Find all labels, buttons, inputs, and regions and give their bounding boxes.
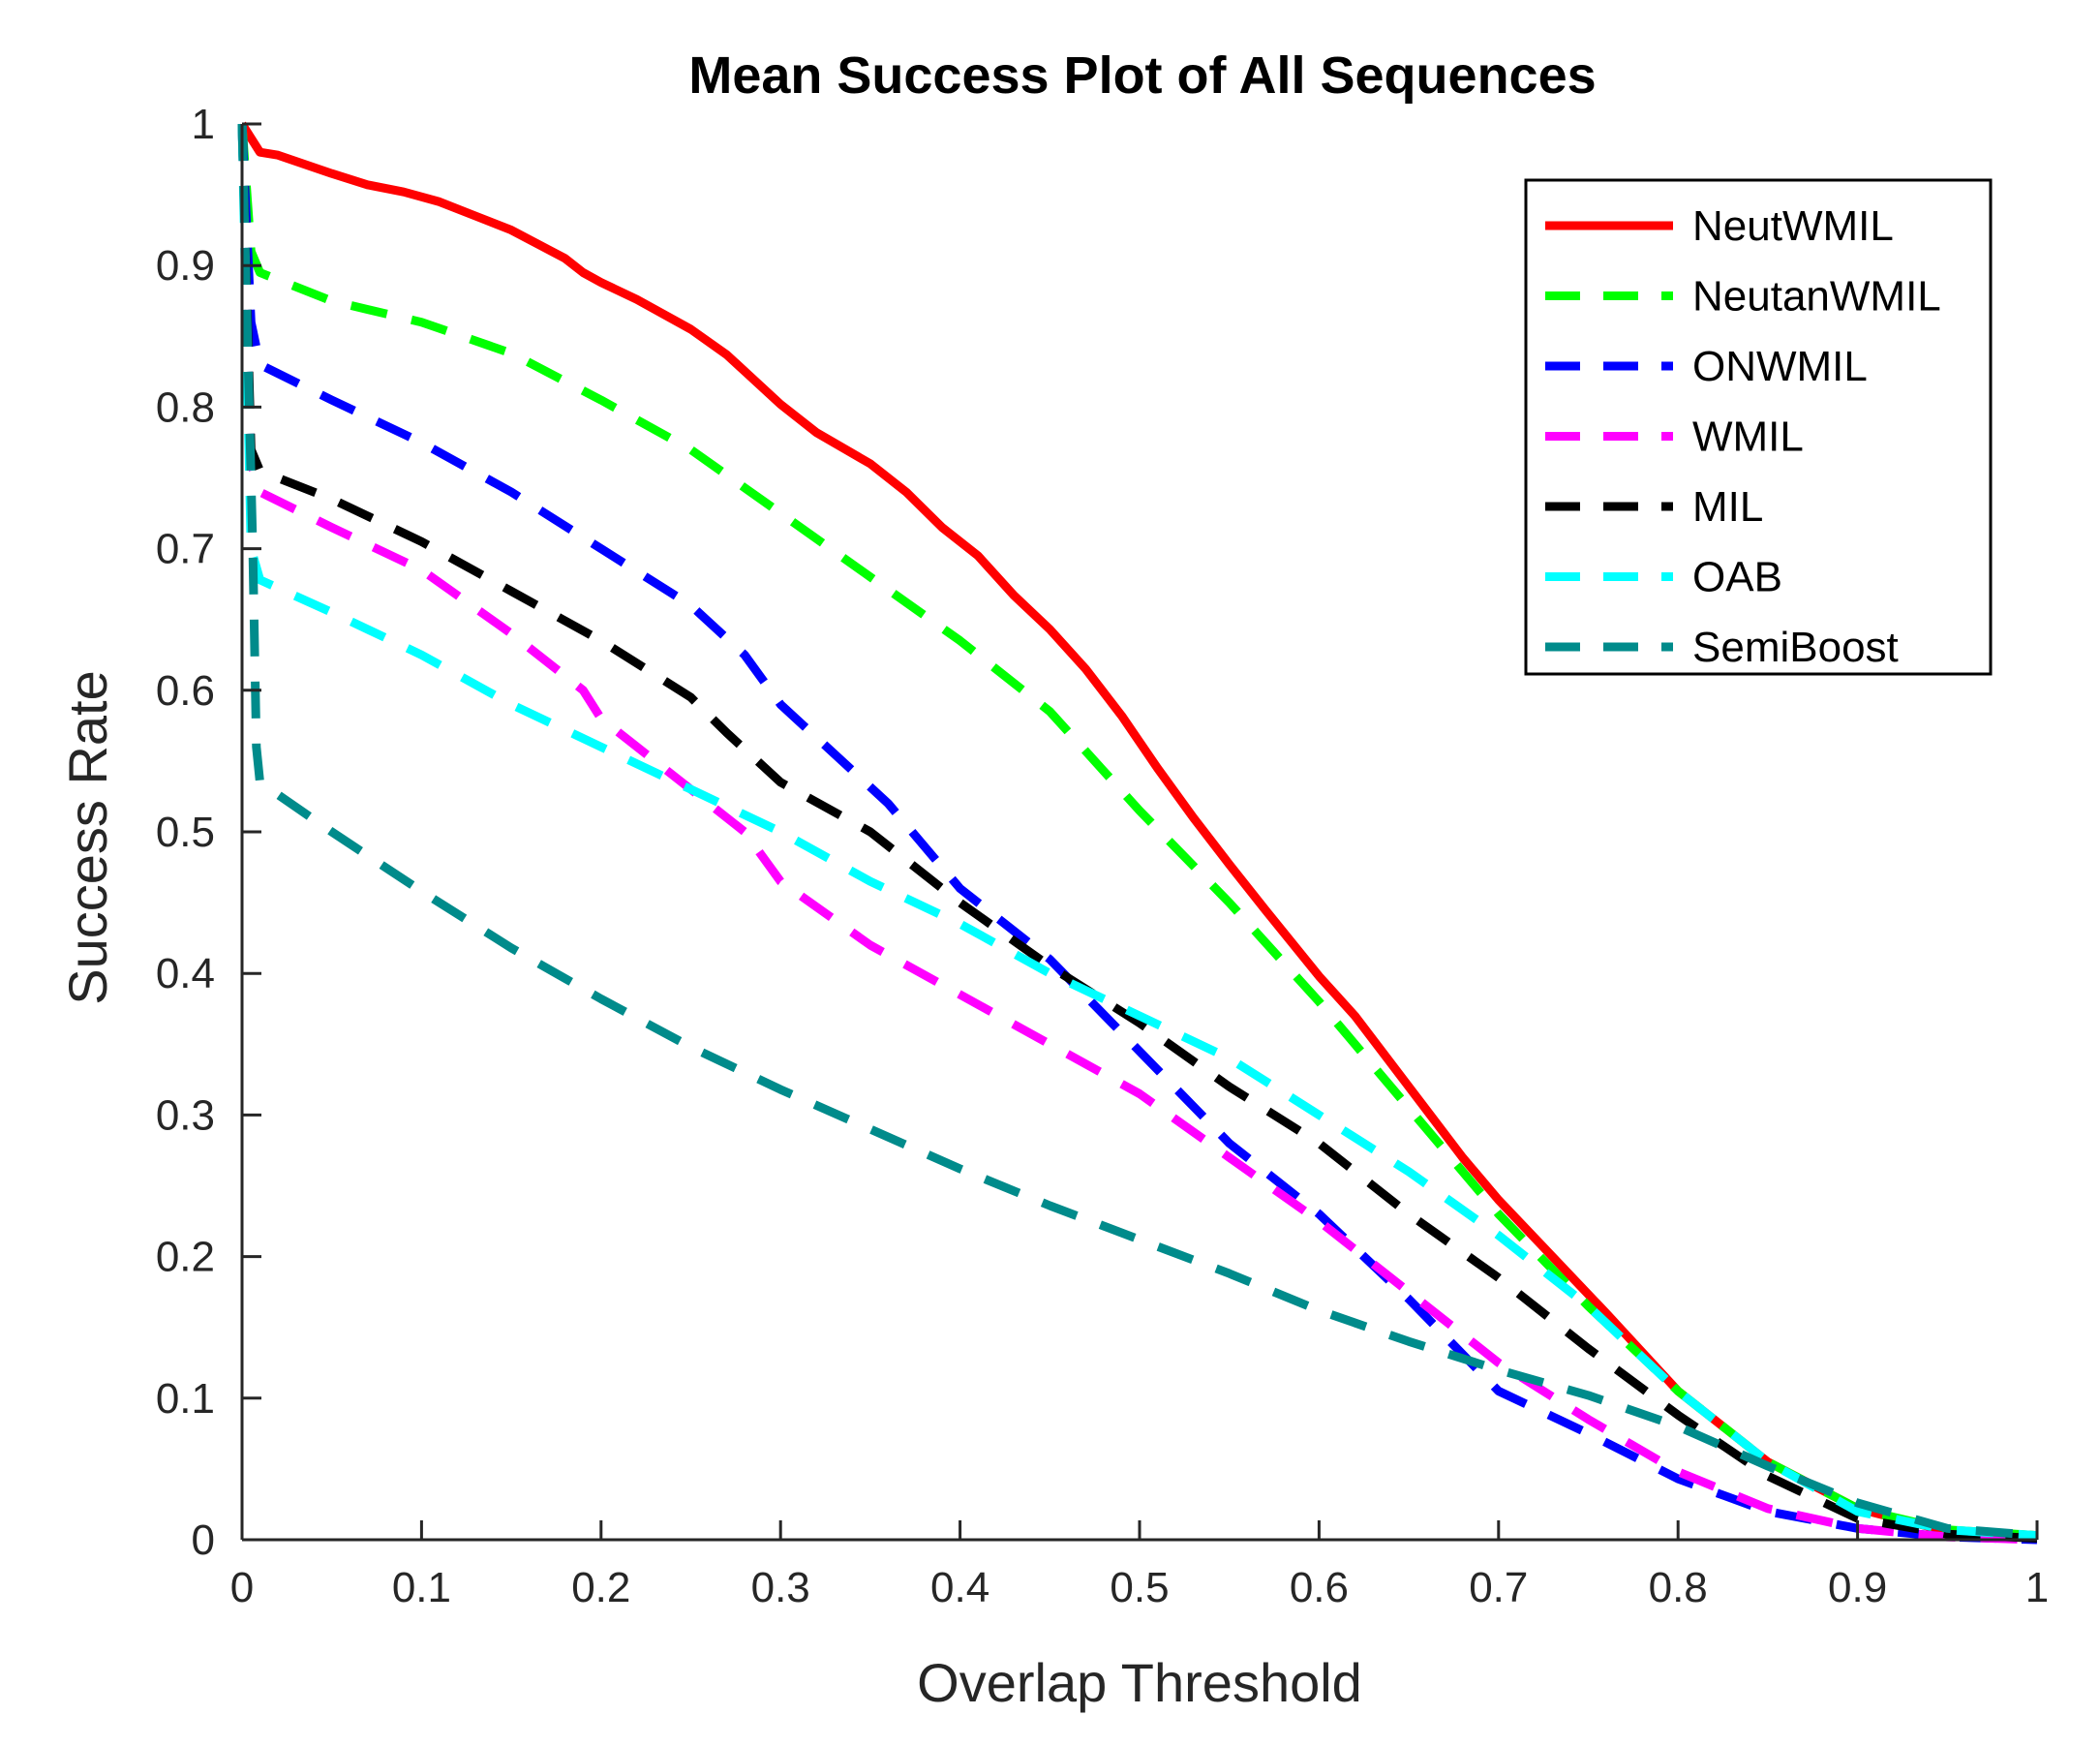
x-tick-label: 0.8	[1649, 1564, 1708, 1611]
x-tick-label: 0.7	[1469, 1564, 1528, 1611]
legend-items: NeutWMIL NeutanWMIL ONWMIL WMIL MIL OAB SemiBo…	[1545, 202, 1941, 671]
series-line-semiboost	[237, 123, 2038, 1541]
y-tick-label: 0.2	[156, 1234, 215, 1281]
axes: 0 0.1 0.2 0.3 0.4 0.5 0.6 0.7 0.8 0.9 1 0 0.1 0.2 0.3 0…	[156, 101, 2049, 1611]
series-line-wmil	[237, 123, 2038, 1545]
y-tick-label: 0.4	[156, 950, 215, 997]
x-tick-label: 1	[2025, 1564, 2049, 1611]
legend-label-onwmil: ONWMIL	[1692, 343, 1868, 390]
series-layer	[237, 121, 2038, 1545]
legend-label-neutwmil: NeutWMIL	[1692, 202, 1894, 250]
legend-box	[1524, 178, 1993, 676]
x-tick-label: 0.1	[392, 1564, 451, 1611]
series-line-neutwmil	[238, 121, 2038, 1541]
x-tick-label: 0	[230, 1564, 254, 1611]
y-tick-label: 0.3	[156, 1091, 215, 1139]
y-tick-label: 0.5	[156, 809, 215, 856]
x-tick-label: 0.3	[751, 1564, 810, 1611]
y-axis-label: Success Rate	[57, 670, 118, 1005]
legend-label-wmil: WMIL	[1692, 414, 1804, 461]
x-tick-label: 0.5	[1110, 1564, 1169, 1611]
y-tick-label: 0	[192, 1516, 215, 1564]
legend-label-oab: OAB	[1692, 554, 1782, 601]
legend-label-neutanwmil: NeutanWMIL	[1692, 273, 1941, 321]
y-tick-label: 1	[192, 101, 215, 148]
series-line-onwmil	[237, 123, 2038, 1545]
x-tick-label: 0.4	[930, 1564, 989, 1611]
series-line-neutanwmil	[237, 123, 2038, 1541]
x-tick-label: 0.2	[571, 1564, 630, 1611]
series-line-mil	[237, 123, 2038, 1543]
x-axis-label: Overlap Threshold	[917, 1652, 1362, 1713]
x-tick-label: 0.9	[1828, 1564, 1887, 1611]
x-tick-label: 0.6	[1290, 1564, 1349, 1611]
chart-title: Mean Success Plot of All Sequences	[688, 46, 1596, 105]
y-tick-label: 0.6	[156, 667, 215, 715]
y-tick-label: 0.1	[156, 1375, 215, 1423]
series-line-oab	[237, 123, 2038, 1541]
legend-label-semiboost: SemiBoost	[1692, 624, 1899, 671]
y-tick-label: 0.9	[156, 242, 215, 290]
y-tick-label: 0.8	[156, 383, 215, 431]
legend: NeutWMIL NeutanWMIL ONWMIL WMIL MIL OAB SemiBo…	[1524, 178, 1993, 676]
legend-label-mil: MIL	[1692, 483, 1763, 531]
y-tick-label: 0.7	[156, 526, 215, 573]
